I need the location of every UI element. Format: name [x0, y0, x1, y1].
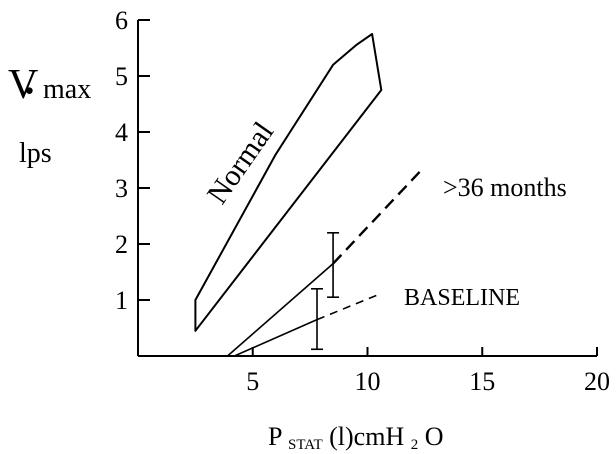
x-axis-subscript: STAT — [288, 437, 323, 453]
x-axis-tail: O — [425, 422, 444, 451]
y-axis-symbol: V — [8, 62, 38, 108]
series-baseline-line — [234, 318, 318, 357]
series-label-36-months: >36 months — [443, 173, 567, 202]
y-tick-label: 1 — [115, 286, 128, 315]
y-axis-label: ˙ V max lps — [8, 62, 91, 169]
y-axis-unit: lps — [19, 138, 52, 169]
series-label-baseline: BASELINE — [404, 285, 520, 311]
series-normal-band — [194, 33, 383, 332]
plot-area — [194, 33, 422, 357]
series-baseline-dashed-line — [316, 293, 380, 321]
y-tick-label: 3 — [115, 174, 128, 203]
x-axis-suffix: (l)cmH — [329, 422, 404, 451]
y-axis-symbol-dot: ˙ — [22, 79, 37, 128]
x-axis-symbol: P — [268, 422, 282, 451]
series-36-months-line — [226, 262, 334, 357]
y-tick-label: 4 — [115, 118, 128, 147]
x-tick-label: 15 — [469, 367, 495, 396]
x-tick-label: 20 — [584, 367, 610, 396]
y-tick-label: 5 — [115, 62, 128, 91]
series-36-months-dashed-line — [332, 170, 422, 265]
y-tick-label: 2 — [115, 230, 128, 259]
axes: 1 2 3 4 5 6 5 10 15 20 — [115, 6, 610, 396]
x-axis-sub2: 2 — [411, 437, 419, 453]
y-tick-label: 6 — [115, 6, 128, 35]
x-tick-label: 10 — [355, 367, 381, 396]
series-label-normal: Normal — [201, 116, 281, 210]
y-axis-subscript: max — [43, 74, 91, 105]
x-axis-label: P STAT (l)cmH 2 O — [268, 422, 444, 454]
x-tick-label: 5 — [246, 367, 259, 396]
